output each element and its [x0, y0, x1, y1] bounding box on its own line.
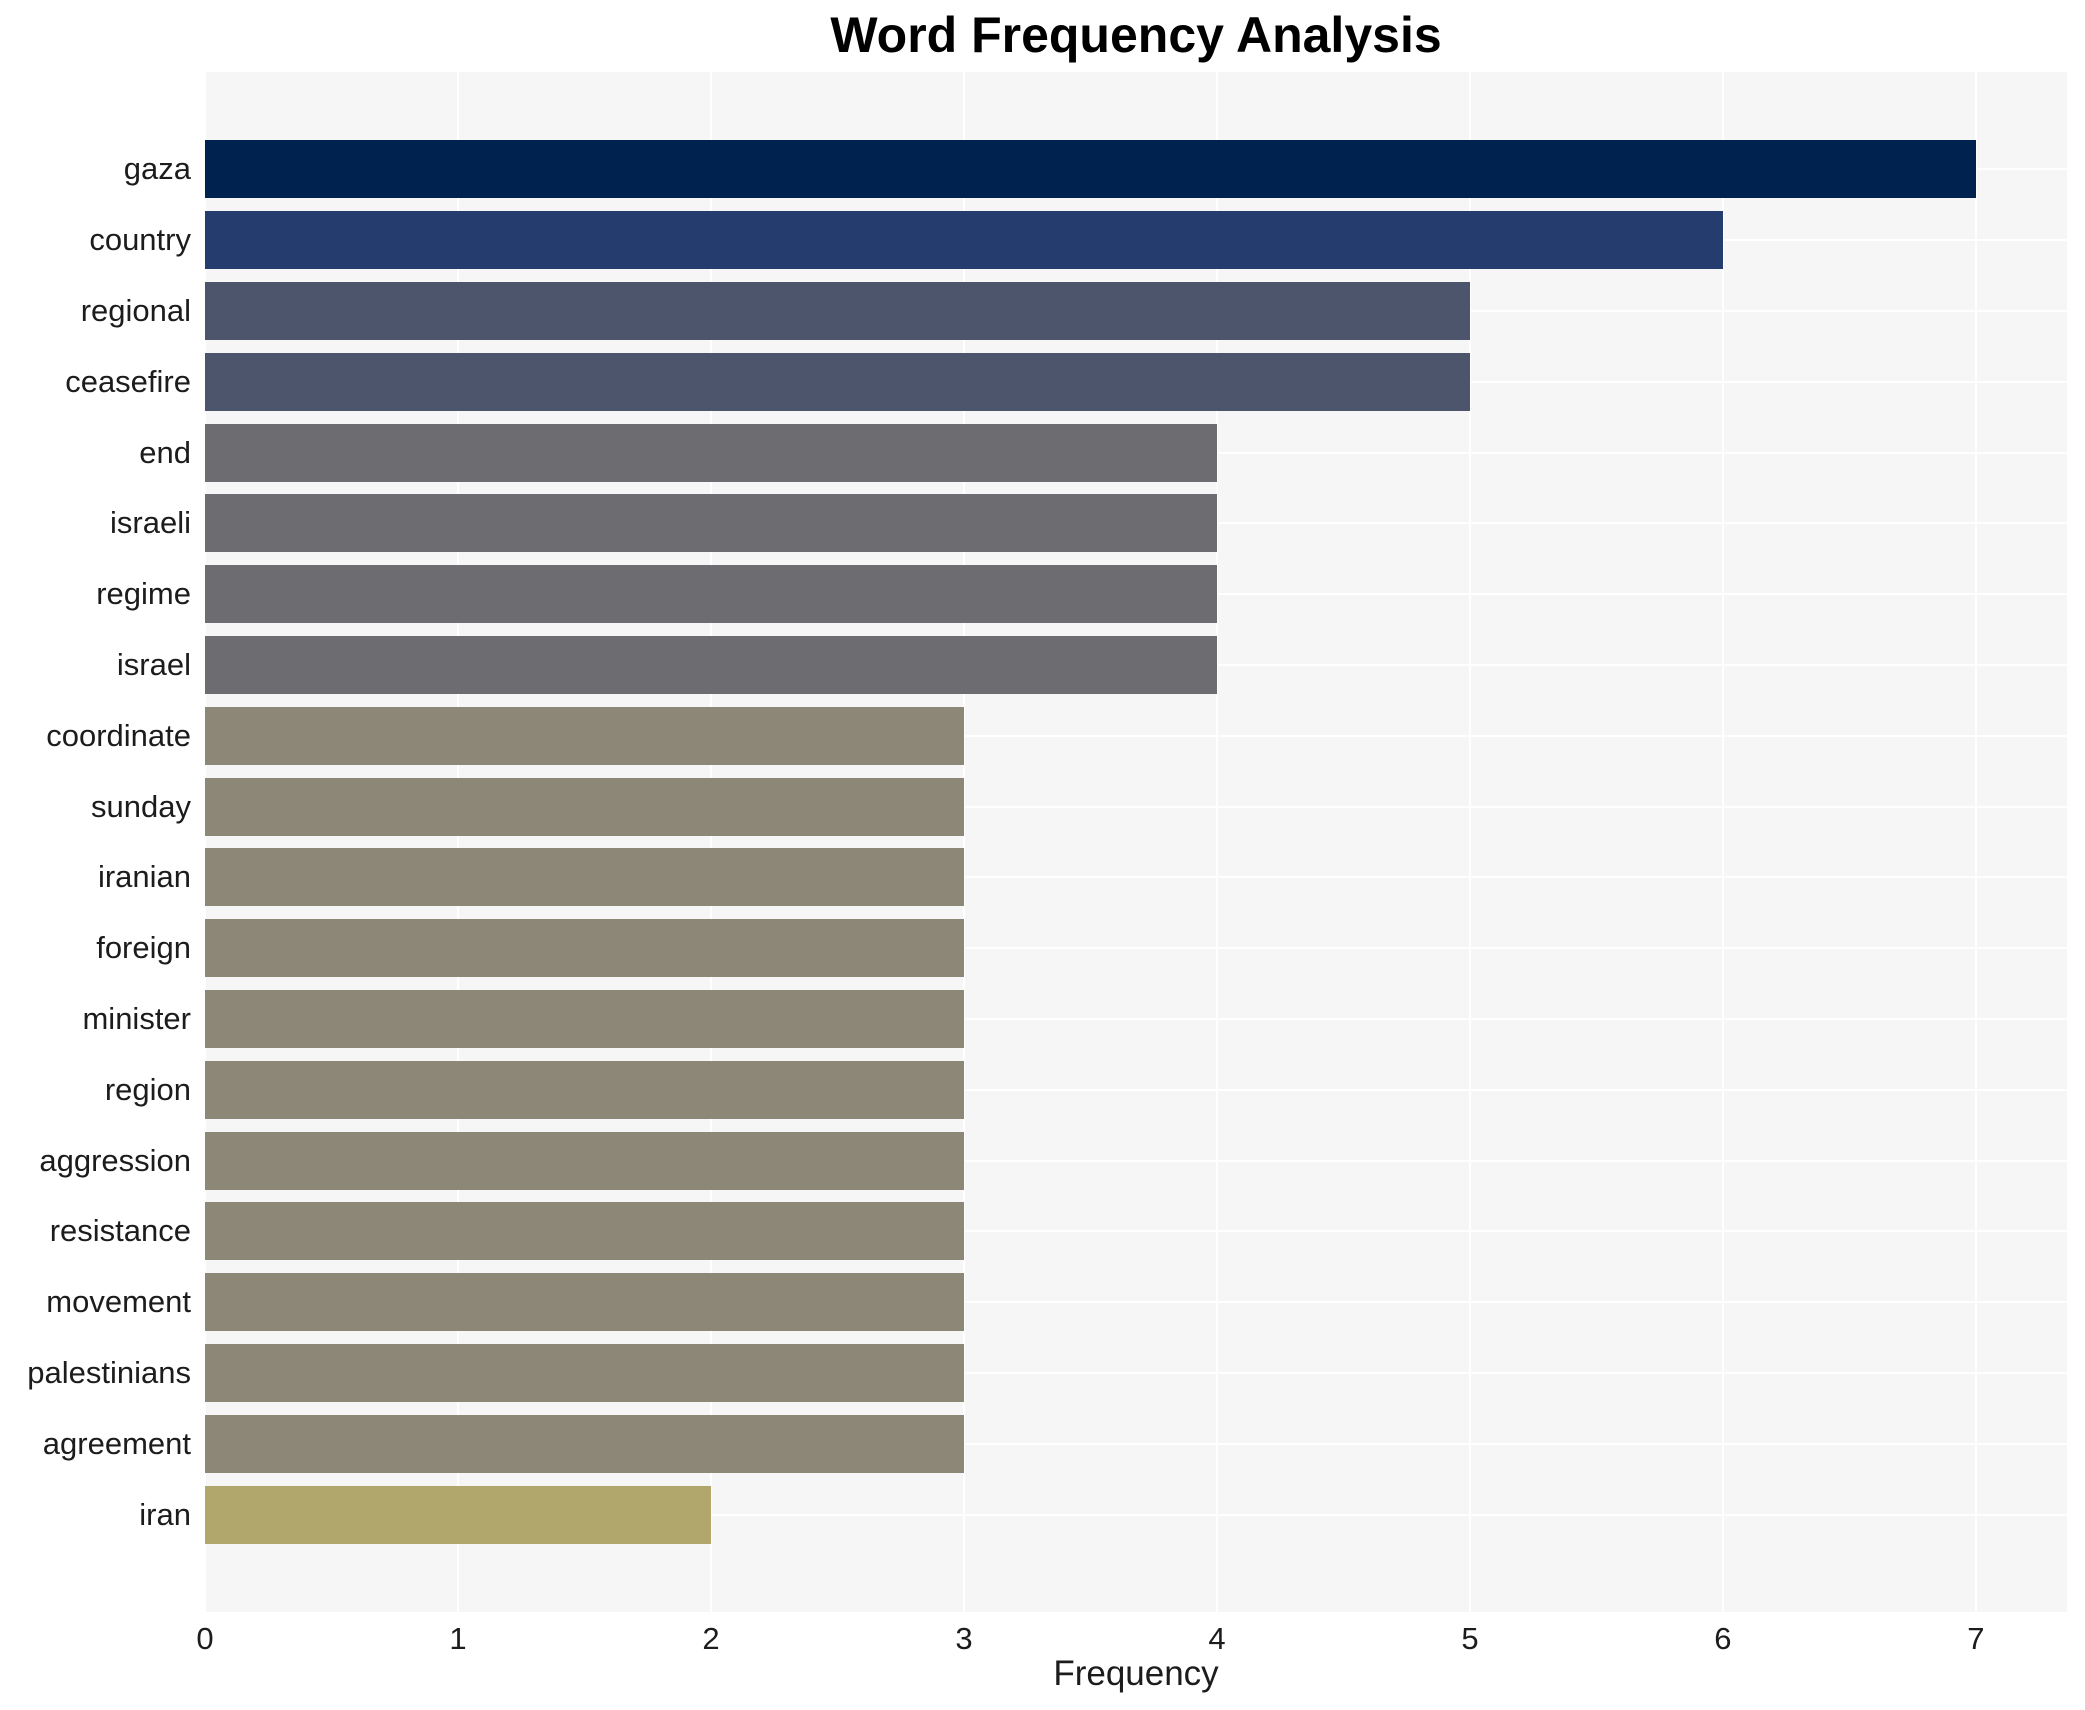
- horizontal-gridline: [205, 1230, 2067, 1233]
- bar-row-region: region: [105, 1054, 2067, 1125]
- bar-row-israeli: israeli: [110, 488, 2067, 559]
- y-tick-label-coordinate: coordinate: [46, 717, 191, 753]
- bar-end: [205, 423, 1217, 482]
- horizontal-gridline: [205, 1513, 2067, 1516]
- horizontal-gridline: [205, 1017, 2067, 1020]
- horizontal-gridline: [205, 947, 2067, 950]
- x-tick-label: 3: [955, 1621, 973, 1656]
- bar-row-country: country: [89, 205, 2067, 276]
- vertical-gridline: [1215, 72, 1218, 1612]
- horizontal-gridline: [205, 805, 2067, 808]
- y-tick-label-country: country: [89, 222, 191, 258]
- bar-row-foreign: foreign: [96, 913, 2067, 984]
- bar-movement: [205, 1273, 964, 1332]
- vertical-gridline: [204, 72, 206, 1612]
- bar-regime: [205, 565, 1217, 624]
- x-tick-label: 5: [1461, 1621, 1479, 1656]
- bar-aggression: [205, 1131, 964, 1190]
- bar-sunday: [205, 777, 964, 836]
- bar-foreign: [205, 919, 964, 978]
- y-tick-label-regional: regional: [80, 292, 191, 328]
- bar-palestinians: [205, 1343, 964, 1402]
- bar-row-ceasefire: ceasefire: [65, 346, 2067, 417]
- vertical-gridline: [709, 72, 712, 1612]
- bar-israel: [205, 635, 1217, 694]
- y-tick-label-end: end: [139, 434, 191, 470]
- vertical-gridline: [1721, 72, 1724, 1612]
- bar-row-sunday: sunday: [91, 771, 2067, 842]
- vertical-gridline: [962, 72, 965, 1612]
- bar-iranian: [205, 848, 964, 907]
- y-tick-label-israeli: israeli: [110, 505, 191, 541]
- horizontal-gridline: [205, 1159, 2067, 1162]
- bar-row-resistance: resistance: [50, 1196, 2067, 1267]
- bar-iran: [205, 1485, 711, 1544]
- bar-resistance: [205, 1202, 964, 1261]
- bar-regional: [205, 281, 1470, 340]
- horizontal-gridline: [205, 876, 2067, 879]
- bar-gaza: [205, 140, 1976, 199]
- y-tick-label-palestinians: palestinians: [27, 1354, 191, 1390]
- bar-row-coordinate: coordinate: [46, 700, 2067, 771]
- y-tick-label-agreement: agreement: [42, 1425, 191, 1461]
- bar-row-end: end: [139, 417, 2067, 488]
- horizontal-gridline: [205, 734, 2067, 737]
- bar-minister: [205, 989, 964, 1048]
- x-tick-label: 0: [196, 1621, 214, 1656]
- bar-row-iran: iran: [139, 1479, 2067, 1550]
- y-tick-label-foreign: foreign: [96, 930, 191, 966]
- plot-area: gaza country regional ceasefire end israeli re…: [27, 72, 2067, 1612]
- y-tick-label-iran: iran: [139, 1496, 191, 1532]
- y-tick-label-israel: israel: [116, 646, 191, 682]
- y-tick-label-regime: regime: [96, 576, 191, 612]
- bar-row-movement: movement: [46, 1267, 2067, 1338]
- bar-row-agreement: agreement: [43, 1408, 2067, 1479]
- x-tick-label: 1: [449, 1621, 467, 1656]
- x-tick-label: 2: [702, 1621, 720, 1656]
- bar-row-gaza: gaza: [124, 134, 2067, 205]
- bar-rows: gaza country regional ceasefire end israeli re…: [27, 134, 2067, 1550]
- vertical-gridline: [1468, 72, 1471, 1612]
- x-tick-label: 7: [1967, 1621, 1985, 1656]
- bar-country: [205, 211, 1723, 270]
- x-tick-label: 6: [1714, 1621, 1732, 1656]
- bar-row-israel: israel: [117, 630, 2067, 701]
- horizontal-gridline: [205, 1088, 2067, 1091]
- y-tick-label-minister: minister: [82, 1000, 191, 1036]
- x-axis-label: Frequency: [1053, 1654, 1219, 1693]
- bar-row-regime: regime: [96, 559, 2067, 630]
- bar-row-iranian: iranian: [98, 842, 2067, 913]
- bar-ceasefire: [205, 352, 1470, 411]
- horizontal-gridline: [205, 1371, 2067, 1374]
- bar-coordinate: [205, 706, 964, 765]
- horizontal-gridline: [205, 1442, 2067, 1445]
- horizontal-gridline: [205, 1301, 2067, 1304]
- x-axis-ticks: 0 1 2 3 4 5 6 7: [196, 1621, 2067, 1663]
- y-tick-label-movement: movement: [46, 1284, 191, 1320]
- vertical-gridline: [1974, 72, 1977, 1612]
- bar-agreement: [205, 1414, 964, 1473]
- vertical-gridline: [456, 72, 459, 1612]
- bar-israeli: [205, 494, 1217, 553]
- y-tick-label-aggression: aggression: [39, 1142, 191, 1178]
- x-tick-label: 4: [1208, 1621, 1226, 1656]
- y-tick-label-sunday: sunday: [91, 788, 191, 824]
- y-tick-label-ceasefire: ceasefire: [65, 363, 191, 399]
- bar-row-regional: regional: [81, 276, 2067, 347]
- bar-row-minister: minister: [82, 984, 2067, 1055]
- y-tick-label-iranian: iranian: [97, 859, 191, 895]
- bar-row-aggression: aggression: [39, 1125, 2067, 1196]
- y-tick-label-gaza: gaza: [123, 151, 191, 187]
- bar-row-palestinians: palestinians: [27, 1338, 2067, 1409]
- chart-title: Word Frequency Analysis: [830, 7, 1442, 63]
- y-tick-label-resistance: resistance: [49, 1213, 191, 1249]
- bar-region: [205, 1060, 964, 1119]
- y-tick-label-region: region: [104, 1071, 191, 1107]
